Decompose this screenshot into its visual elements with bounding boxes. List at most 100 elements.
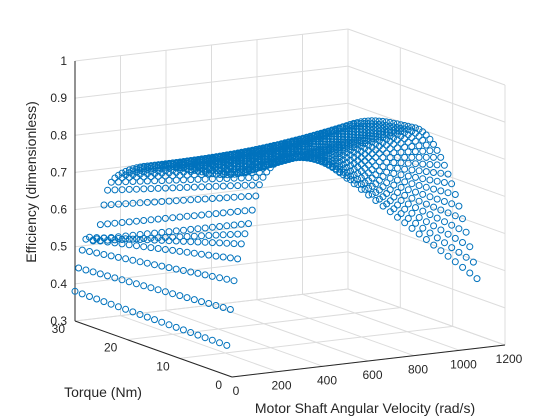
- data-point: [448, 221, 456, 229]
- z-tick-label: 0.5: [50, 240, 67, 254]
- data-point: [118, 240, 126, 248]
- data-point: [179, 267, 187, 274]
- data-point: [125, 166, 133, 174]
- data-point: [237, 240, 245, 248]
- data-point: [201, 238, 209, 246]
- data-point: [419, 224, 427, 232]
- data-point: [140, 282, 148, 290]
- data-point: [263, 168, 271, 176]
- data-point: [390, 170, 398, 177]
- data-point: [169, 214, 177, 222]
- data-point: [426, 229, 434, 237]
- data-point: [317, 133, 325, 141]
- data-point: [365, 161, 372, 169]
- data-point: [448, 180, 456, 188]
- data-point: [415, 142, 423, 150]
- data-point: [100, 298, 108, 306]
- data-point: [176, 213, 184, 221]
- data-point: [372, 197, 380, 204]
- data-point: [433, 234, 441, 242]
- data-point: [368, 117, 376, 125]
- data-point: [270, 155, 278, 163]
- data-point: [198, 171, 206, 179]
- data-point: [136, 231, 144, 238]
- data-point: [241, 181, 249, 189]
- data-point: [401, 191, 409, 199]
- data-point: [339, 123, 347, 131]
- data-point: [383, 158, 391, 166]
- data-point: [161, 214, 169, 222]
- data-point: [350, 176, 358, 184]
- data-point: [451, 212, 459, 220]
- data-point: [375, 195, 383, 203]
- data-point: [401, 219, 409, 227]
- data-point: [216, 223, 224, 230]
- data-point: [212, 182, 220, 190]
- side-wall-grid-z: [347, 28, 506, 86]
- data-point: [212, 231, 220, 239]
- data-point: [187, 163, 195, 171]
- data-point: [248, 157, 256, 165]
- data-point: [383, 168, 391, 176]
- data-point: [227, 158, 235, 166]
- data-point: [339, 147, 347, 155]
- data-point: [266, 153, 274, 161]
- data-point: [422, 153, 430, 161]
- data-point: [71, 287, 79, 295]
- floor-grid-x: [211, 304, 369, 362]
- data-point: [455, 248, 463, 256]
- data-point: [209, 162, 216, 170]
- data-point: [190, 171, 198, 179]
- data-point: [335, 141, 343, 148]
- floor-grid-x: [120, 315, 278, 373]
- data-point: [459, 239, 466, 246]
- data-point: [151, 198, 159, 206]
- data-point: [230, 240, 238, 248]
- data-point: [241, 207, 249, 215]
- data-point: [151, 316, 158, 324]
- data-point: [162, 184, 169, 192]
- data-point: [205, 160, 213, 168]
- data-point: [393, 164, 401, 172]
- side-wall-grid-z: [347, 177, 506, 235]
- data-point: [205, 232, 213, 239]
- y-tick-label: 30: [52, 322, 66, 336]
- data-point: [451, 191, 459, 198]
- data-point: [328, 157, 336, 165]
- data-point: [154, 167, 162, 175]
- data-point: [437, 187, 445, 195]
- data-point: [234, 158, 242, 166]
- y-tick-label: 20: [104, 341, 118, 355]
- data-point: [383, 179, 391, 187]
- data-point: [288, 145, 296, 153]
- data-point: [114, 253, 122, 261]
- data-point: [310, 135, 318, 142]
- data-point: [129, 256, 137, 264]
- data-point: [143, 177, 151, 185]
- data-point: [270, 146, 278, 154]
- data-point: [368, 157, 376, 165]
- data-point: [430, 169, 437, 176]
- data-point: [314, 133, 321, 141]
- data-point: [408, 166, 416, 174]
- data-point: [361, 137, 369, 144]
- data-point: [357, 118, 365, 126]
- data-point: [172, 176, 180, 184]
- data-point: [194, 175, 202, 183]
- data-point: [172, 197, 180, 205]
- data-point: [361, 157, 369, 165]
- data-point: [162, 163, 169, 171]
- data-point: [230, 174, 238, 182]
- data-point: [426, 161, 434, 168]
- data-point: [169, 290, 177, 298]
- data-point: [277, 155, 285, 162]
- data-point: [422, 183, 430, 191]
- data-point: [444, 209, 452, 217]
- data-point: [422, 141, 430, 149]
- data-point: [198, 211, 206, 219]
- data-point: [404, 159, 412, 167]
- z-tick-label: 0.7: [50, 165, 67, 179]
- data-point: [230, 221, 238, 229]
- data-point: [151, 236, 159, 244]
- data-point: [226, 231, 234, 238]
